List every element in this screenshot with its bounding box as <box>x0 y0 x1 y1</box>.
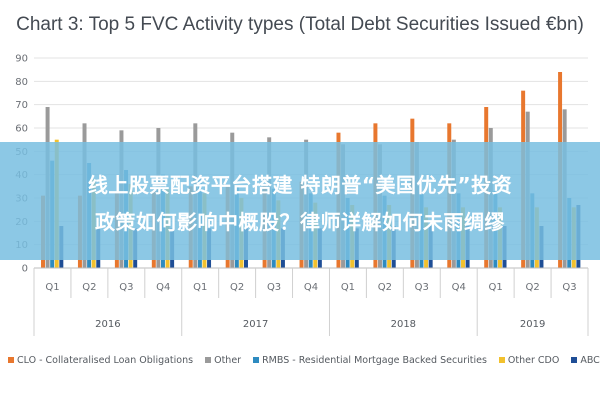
x-tick-label: Q2 <box>378 282 392 293</box>
x-tick-label: Q1 <box>341 282 355 293</box>
legend-label: Other <box>214 354 242 366</box>
axes: 0102030405060708090Q1Q2Q3Q4Q1Q2Q3Q4Q1Q2Q… <box>15 54 589 336</box>
x-tick-label: Q1 <box>193 282 207 293</box>
legend-label: ABCP <box>580 354 600 366</box>
legend-label: Other CDO <box>507 354 560 366</box>
legend-swatch <box>205 357 212 363</box>
legend-swatch <box>571 357 578 363</box>
legend-item: Other CDO <box>498 354 560 366</box>
overlay-banner: 线上股票配资平台搭建 特朗普“美国优先”投资 政策如何影响中概股？律师详解如何未… <box>0 142 600 260</box>
y-tick-label: 80 <box>15 77 28 88</box>
y-tick-label: 90 <box>15 54 28 65</box>
y-tick-label: 70 <box>15 100 28 111</box>
x-tick-label: Q4 <box>452 282 466 293</box>
x-tick-label: Q2 <box>230 282 244 293</box>
year-label: 2019 <box>520 319 545 330</box>
legend-swatch <box>253 357 260 363</box>
legend-item: CLO - Collateralised Loan Obligations <box>8 355 193 366</box>
x-tick-label: Q3 <box>415 282 429 293</box>
x-tick-label: Q3 <box>267 282 281 293</box>
year-label: 2018 <box>391 319 416 330</box>
legend-item: ABCP <box>571 355 600 366</box>
year-label: 2017 <box>243 319 268 330</box>
x-tick-label: Q4 <box>304 282 318 293</box>
legend-swatch <box>498 357 505 363</box>
overlay-line-1: 线上股票配资平台搭建 特朗普“美国优先”投资 <box>87 173 513 197</box>
legend-item: Other <box>205 355 241 366</box>
x-tick-label: Q2 <box>82 282 96 293</box>
x-tick-label: Q1 <box>489 282 503 293</box>
x-tick-label: Q3 <box>119 282 133 293</box>
legend-label: RMBS - Residential Mortgage Backed Secur… <box>262 354 487 366</box>
x-tick-label: Q2 <box>525 282 539 293</box>
y-tick-label: 0 <box>22 264 28 275</box>
legend-swatch <box>8 357 14 363</box>
x-tick-label: Q3 <box>562 282 576 293</box>
chart-title: Chart 3: Top 5 FVC Activity types (Total… <box>16 14 584 35</box>
legend-label: CLO - Collateralised Loan Obligations <box>17 354 194 366</box>
overlay-line-2: 政策如何影响中概股？律师详解如何未雨绸缪 <box>95 210 505 234</box>
x-tick-label: Q4 <box>156 282 170 293</box>
year-label: 2016 <box>95 319 120 330</box>
y-tick-label: 60 <box>15 124 28 135</box>
x-tick-label: Q1 <box>45 282 59 293</box>
legend: CLO - Collateralised Loan Obligations Oth… <box>8 352 600 368</box>
legend-item: RMBS - Residential Mortgage Backed Secur… <box>253 355 487 366</box>
